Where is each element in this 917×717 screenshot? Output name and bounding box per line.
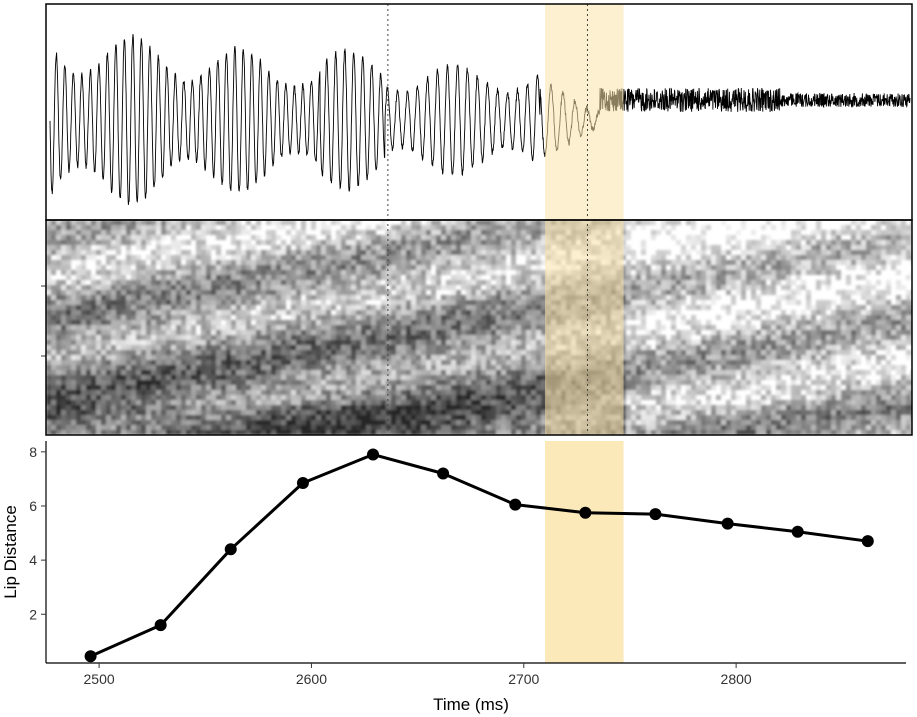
x-tick-label: 2700 (508, 671, 539, 687)
spectrogram-image (46, 220, 912, 435)
y-tick-label: 2 (29, 606, 37, 622)
lip-distance-chart: 2 4 6 8 2500 2600 2700 2800 Time (ms) Lip Dist… (1, 441, 906, 714)
series-point (154, 619, 167, 632)
series-point (861, 535, 874, 548)
series-point (579, 506, 592, 519)
series-point (791, 525, 804, 538)
y-axis-title: Lip Distance (1, 505, 20, 599)
series-point (296, 476, 309, 489)
series-point (224, 543, 237, 556)
highlight-interval-bottom (545, 441, 624, 663)
x-axis-title: Time (ms) (433, 695, 509, 714)
y-tick-label: 8 (29, 444, 37, 460)
series-line (89, 453, 869, 658)
series-point (509, 498, 522, 511)
series-point (84, 650, 97, 663)
waveform-panel (46, 4, 912, 220)
waveform-background (46, 4, 912, 220)
x-tick-label: 2800 (721, 671, 752, 687)
y-tick-label: 6 (29, 498, 37, 514)
x-tick-label: 2600 (296, 671, 327, 687)
series-points (84, 448, 874, 663)
series-point (367, 448, 380, 461)
x-axis-ticks: 2500 2600 2700 2800 (84, 663, 752, 687)
y-axis-ticks: 2 4 6 8 (29, 444, 46, 622)
waveform-trace (49, 34, 911, 205)
x-tick-label: 2500 (84, 671, 115, 687)
series-point (721, 517, 734, 530)
series-point (649, 508, 662, 521)
y-tick-label: 4 (29, 552, 37, 568)
series-point (437, 467, 450, 480)
spectrogram-border (45, 219, 913, 436)
spectrogram-panel (41, 220, 912, 435)
